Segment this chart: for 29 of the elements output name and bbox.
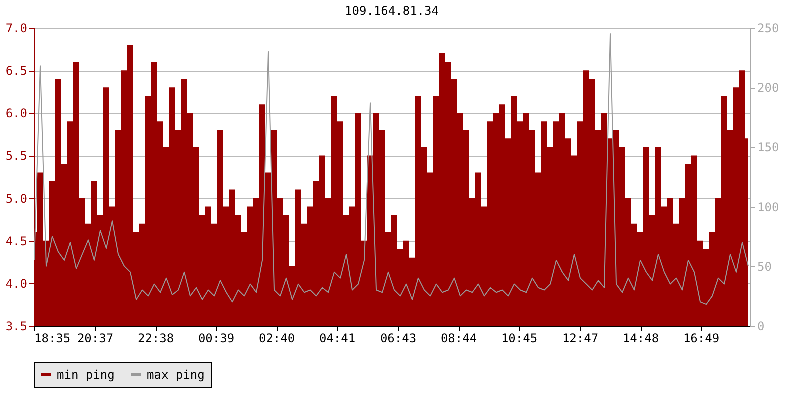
x-tick-label: 20:37 <box>77 332 114 346</box>
y2-tick-label: 200 <box>758 81 780 96</box>
x-tick-label: 04:41 <box>319 332 356 346</box>
y-tick-label: 4.0 <box>6 276 28 291</box>
x-tick-label: 16:49 <box>683 332 720 346</box>
y-tick-label: 5.5 <box>6 149 28 164</box>
y2-tick-label: 100 <box>758 200 780 214</box>
y2-tick-label: 150 <box>758 140 780 155</box>
y-tick-label: 3.5 <box>6 320 28 334</box>
y-tick-label: 7.0 <box>6 22 28 36</box>
y2-tick-label: 250 <box>758 22 780 36</box>
y-tick-label: 6.5 <box>6 64 28 78</box>
legend-label: min ping <box>57 368 115 382</box>
x-tick-label: 00:39 <box>198 332 235 346</box>
x-tick-label: 10:45 <box>501 332 538 346</box>
x-tick-label: 06:43 <box>380 332 417 346</box>
y2-tick-label: 50 <box>758 260 772 274</box>
y-tick-label: 4.5 <box>6 234 28 248</box>
x-tick-label: 08:44 <box>440 332 478 346</box>
y2-tick-label: 0 <box>758 320 765 334</box>
legend-label: max ping <box>147 368 205 382</box>
x-tick-label: 12:47 <box>562 332 599 346</box>
x-tick-label: 02:40 <box>258 332 296 346</box>
chart-title: 109.164.81.34 <box>345 4 439 18</box>
x-tick-label: 22:38 <box>138 332 174 346</box>
y-tick-label: 5.0 <box>6 192 28 206</box>
x-tick-label: 18:35 <box>34 332 71 346</box>
x-tick-label: 14:48 <box>622 332 660 346</box>
y-tick-label: 6.0 <box>6 106 28 121</box>
